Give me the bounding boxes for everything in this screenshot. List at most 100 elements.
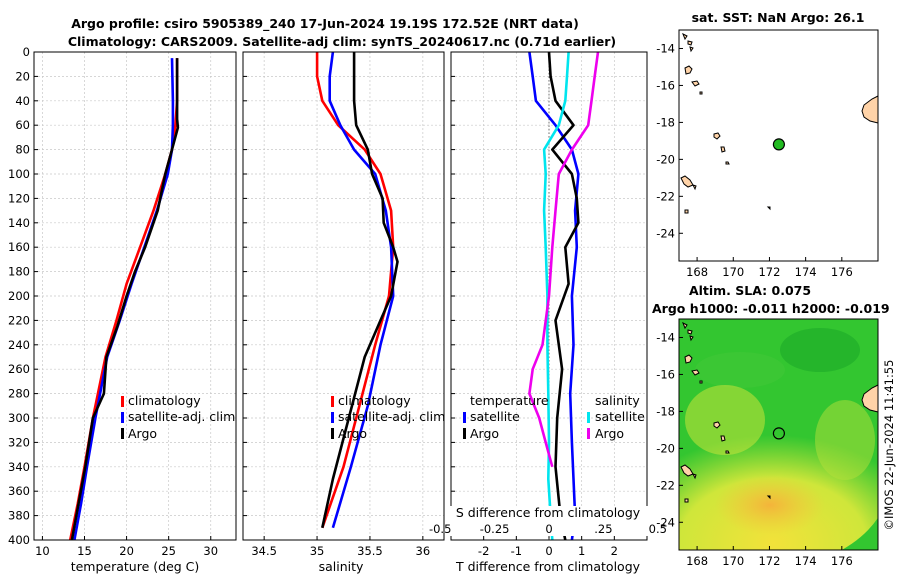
ytick-label: 0 xyxy=(23,45,30,59)
salinity-xlabel: salinity xyxy=(319,559,364,574)
ytick-label: 220 xyxy=(8,313,30,327)
map-ytick-label: -16 xyxy=(656,367,675,381)
sla-heatmap-peak xyxy=(715,475,825,535)
sst-map-yticks: -14 -16 -18 -20 -22 -24 xyxy=(656,41,683,240)
series-line-satellite-adj-clim xyxy=(328,52,395,529)
sst-map-title: sat. SST: NaN Argo: 26.1 xyxy=(692,10,865,25)
map-ytick-label: -24 xyxy=(656,226,675,240)
map-ytick-label: -18 xyxy=(656,404,675,418)
map-xtick-label: 172 xyxy=(758,554,780,568)
imos-timestamp: ©IMOS 22-Jun-2024 11:41:55 xyxy=(882,360,896,531)
legend-swatch-climatology xyxy=(121,396,124,407)
legend-label-s-argo: Argo xyxy=(595,426,624,441)
series-line-s-satellite xyxy=(542,52,570,540)
xtick-label: 20 xyxy=(119,544,134,558)
temperature-yticks: 0 20 40 60 80 100 120 140 160 180 200 220 240 260 280 3… xyxy=(8,45,30,547)
sst-map-island-outlines xyxy=(680,32,771,214)
map-xtick-label: 170 xyxy=(722,265,744,279)
legend-label-t-satellite: satellite xyxy=(470,409,520,424)
ytick-label: 380 xyxy=(8,509,30,523)
map-ytick-label: -20 xyxy=(656,441,675,455)
xtick-label: 36 xyxy=(416,544,431,558)
ytick-label: 140 xyxy=(8,216,30,230)
sla-heatmap xyxy=(679,319,878,550)
sst-map-islands xyxy=(680,32,879,214)
map-xtick-label: 176 xyxy=(831,554,853,568)
sst-map-float-marker xyxy=(772,138,786,151)
sla-heatmap-patch xyxy=(685,385,765,455)
temperature-axes xyxy=(33,51,237,541)
sla-heatmap-patch xyxy=(815,400,875,480)
sla-map-island-outlines xyxy=(680,321,771,503)
ytick-label: 240 xyxy=(8,338,30,352)
difference-xticks: -2 -1 0 1 2 xyxy=(478,544,618,558)
map-xtick-label: 168 xyxy=(686,554,708,568)
secondary-xtick-label: -0.5 xyxy=(429,522,451,536)
legend-swatch-argo xyxy=(121,428,124,439)
map-xtick-label: 174 xyxy=(795,554,817,568)
sst-map-xticks: 168 170 172 174 176 xyxy=(686,257,853,279)
legend-swatch-climatology xyxy=(331,396,334,407)
ytick-label: 40 xyxy=(15,94,30,108)
series-line-s-argo xyxy=(528,52,600,468)
map-ytick-label: -14 xyxy=(656,41,675,55)
xtick-label: 15 xyxy=(77,544,92,558)
series-line-t-satellite xyxy=(528,52,580,540)
legend-swatch-satellite xyxy=(121,412,124,423)
xtick-label: 1 xyxy=(578,544,585,558)
ytick-label: 120 xyxy=(8,191,30,205)
secondary-axis-background xyxy=(450,506,648,536)
secondary-xtick-label: 0 xyxy=(545,522,552,536)
secondary-xtick-label: 0.5 xyxy=(649,522,667,536)
salinity-axes xyxy=(242,51,445,541)
ytick-label: 320 xyxy=(8,435,30,449)
map-ytick-label: -22 xyxy=(656,189,675,203)
salinity-legend: climatology satellite-adj. clim Argo xyxy=(331,393,445,441)
legend-swatch-s-satellite xyxy=(587,412,590,423)
legend-title-salinity: salinity xyxy=(595,393,640,408)
map-ytick-label: -14 xyxy=(656,330,675,344)
ytick-label: 260 xyxy=(8,362,30,376)
sla-map-yticks: -14 -16 -18 -20 -22 -24 xyxy=(656,330,683,529)
series-line-argo xyxy=(321,52,399,529)
map-xtick-label: 168 xyxy=(686,265,708,279)
xtick-label: 34.5 xyxy=(251,544,277,558)
series-line-argo xyxy=(70,58,180,540)
legend-title-temperature: temperature xyxy=(470,393,549,408)
map-xtick-label: 174 xyxy=(795,265,817,279)
sst-map-axes xyxy=(678,29,879,262)
ytick-label: 280 xyxy=(8,387,30,401)
difference-axes xyxy=(450,51,648,541)
series-line-climatology xyxy=(315,52,395,529)
ytick-label: 200 xyxy=(8,289,30,303)
salinity-xticks: 34.5 35 35.5 36 xyxy=(251,544,430,558)
ytick-label: 20 xyxy=(15,69,30,83)
figure-title-line2: Climatology: CARS2009. Satellite-adj cli… xyxy=(68,34,616,50)
xtick-label: 30 xyxy=(203,544,218,558)
legend-swatch-satellite xyxy=(331,412,334,423)
map-ytick-label: -18 xyxy=(656,115,675,129)
map-ytick-label: -22 xyxy=(656,478,675,492)
difference-xlabel: T difference from climatology xyxy=(455,559,641,574)
ytick-label: 340 xyxy=(8,460,30,474)
sla-map-coast-east xyxy=(861,384,879,413)
figure-title-line1: Argo profile: csiro 5905389_240 17-Jun-2… xyxy=(71,16,579,32)
legend-label-argo: Argo xyxy=(128,426,157,441)
sla-heatmap-low-patch xyxy=(780,328,860,372)
map-ytick-label: -20 xyxy=(656,152,675,166)
ytick-label: 360 xyxy=(8,484,30,498)
xtick-label: 10 xyxy=(35,544,50,558)
legend-swatch-t-satellite xyxy=(463,412,466,423)
difference-series xyxy=(528,52,600,540)
sla-map-axes xyxy=(678,318,879,551)
ytick-label: 60 xyxy=(15,118,30,132)
xtick-label: 35.5 xyxy=(357,544,383,558)
sla-map-float-marker xyxy=(772,427,786,440)
secondary-xtick-label: .25 xyxy=(594,522,612,536)
ytick-label: 100 xyxy=(8,167,30,181)
map-ytick-label: -16 xyxy=(656,78,675,92)
map-xtick-label: 172 xyxy=(758,265,780,279)
ytick-label: 180 xyxy=(8,265,30,279)
difference-legend-temperature: temperature satellite Argo xyxy=(463,393,549,441)
